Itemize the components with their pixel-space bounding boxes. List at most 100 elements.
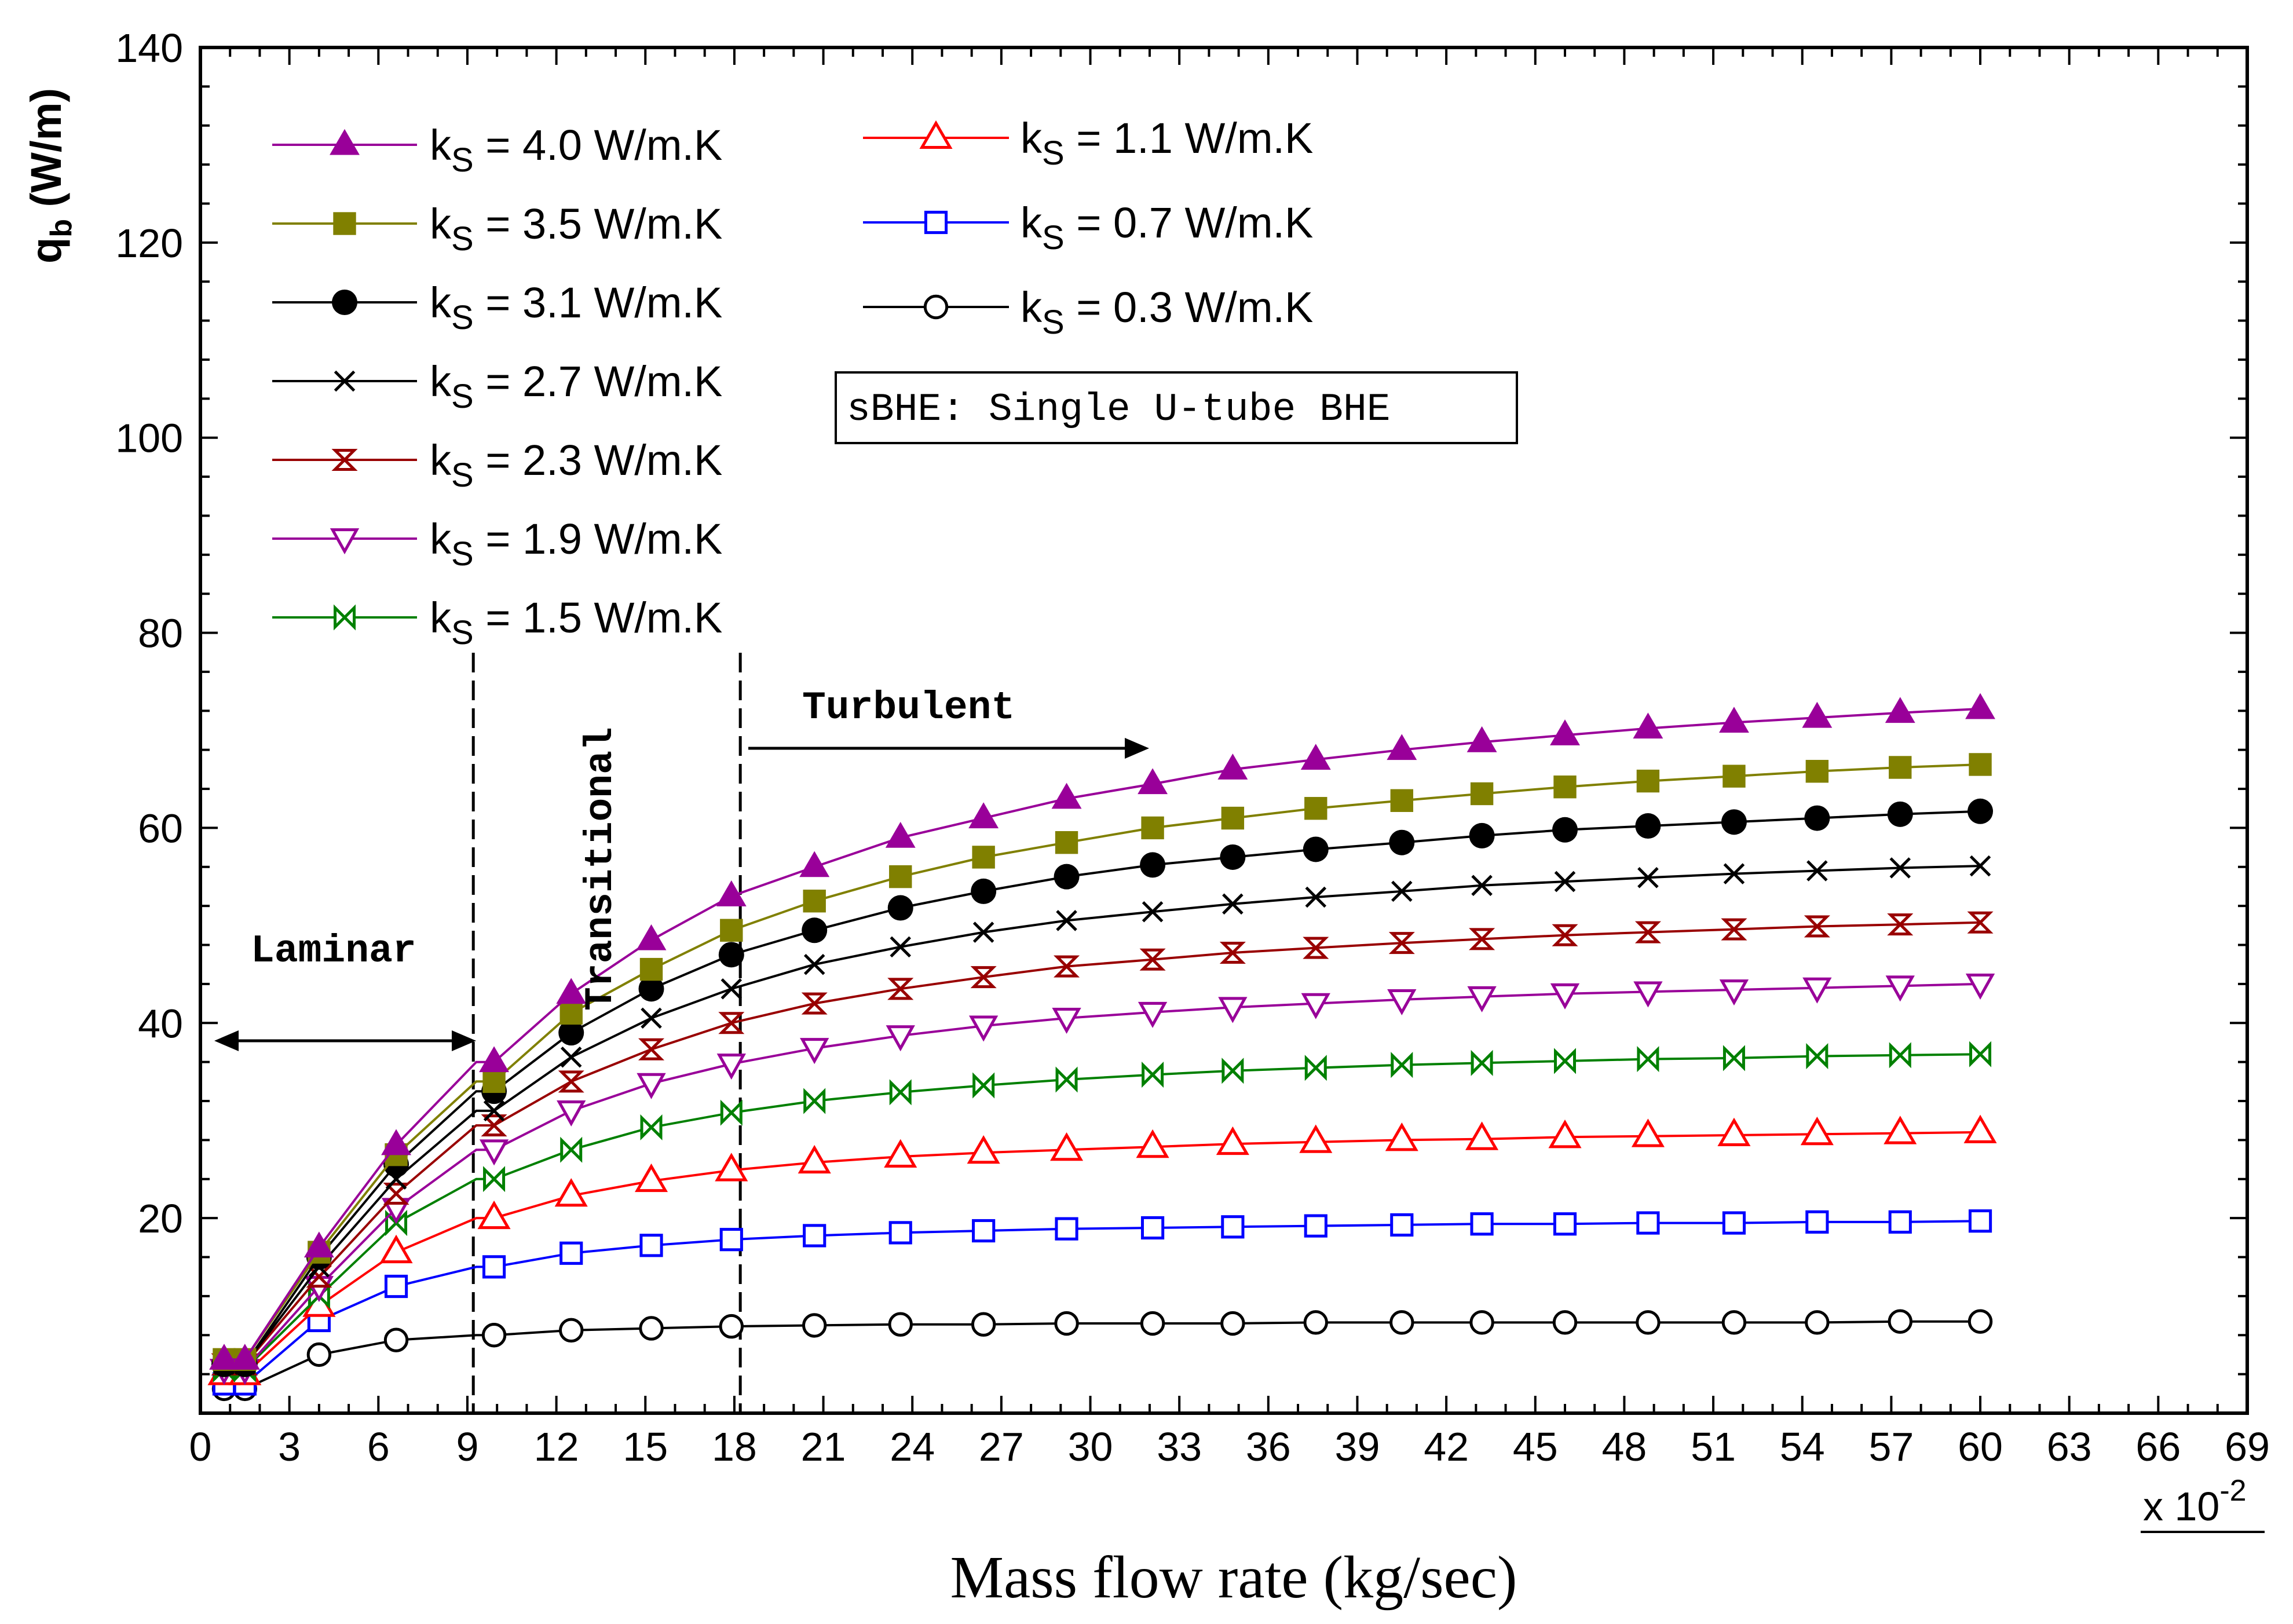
legend-label: kS = 3.1 W/m.K: [430, 279, 722, 336]
annotation-box-text: sBHE: Single U-tube BHE: [847, 387, 1391, 432]
data-point: [923, 294, 949, 320]
legend-entry: kS = 1.9 W/m.K: [272, 515, 722, 573]
series: [211, 911, 1994, 1376]
data-point: [1963, 1114, 1997, 1143]
data-point: [1055, 831, 1078, 854]
x-tick-label: 3: [278, 1424, 301, 1469]
data-point: [1723, 765, 1746, 788]
data-point: [1467, 986, 1497, 1012]
data-point: [1888, 1309, 1912, 1334]
data-point: [1139, 948, 1166, 971]
legend-label: kS = 4.0 W/m.K: [430, 121, 722, 179]
x-tick-label: 69: [2225, 1424, 2270, 1469]
data-point: [1054, 1311, 1079, 1336]
series: [213, 1041, 1992, 1382]
data-point: [1471, 875, 1493, 897]
legend-label: kS = 1.5 W/m.K: [430, 594, 722, 652]
data-point: [971, 1312, 996, 1337]
data-point: [1304, 1055, 1327, 1081]
data-point: [800, 1038, 829, 1065]
data-point: [1965, 974, 1995, 1000]
y-axis-label-main: q: [22, 237, 70, 264]
data-point: [1552, 1310, 1578, 1335]
data-point: [889, 1079, 912, 1106]
data-point: [554, 1178, 588, 1207]
x-tick-label: 9: [456, 1424, 478, 1469]
data-point: [720, 919, 743, 942]
data-point: [1637, 867, 1659, 888]
legend-label: kS = 1.1 W/m.K: [1021, 114, 1313, 172]
series-line: [224, 921, 1981, 1366]
data-point: [801, 992, 828, 1015]
data-point: [798, 1144, 831, 1174]
data-point: [803, 890, 826, 913]
data-point: [1304, 797, 1327, 820]
data-point: [718, 1012, 745, 1034]
data-point: [1051, 782, 1082, 809]
y-tick-label: 120: [115, 221, 183, 266]
series-line: [224, 1131, 1981, 1376]
data-point: [639, 957, 663, 981]
data-point: [638, 976, 664, 1002]
data-point: [1303, 937, 1329, 959]
legend: kS = 4.0 W/m.K kS = 3.5 W/m.K kS = 3.1 W/m…: [272, 114, 1313, 652]
data-point: [1052, 1007, 1081, 1034]
data-point: [557, 1100, 586, 1126]
data-point: [1967, 911, 1994, 934]
data-point: [558, 1070, 584, 1093]
x-tick-label: 39: [1335, 1424, 1380, 1469]
annotation-turbulent: Turbulent: [802, 686, 1015, 730]
data-point: [1965, 693, 1995, 719]
legend-label: kS = 1.9 W/m.K: [430, 515, 722, 573]
legend-label: kS = 3.5 W/m.K: [430, 200, 722, 258]
data-point: [560, 1046, 582, 1068]
series: [207, 1114, 1997, 1385]
data-point: [716, 880, 747, 906]
data-point: [1141, 816, 1164, 840]
data-point: [1805, 1310, 1830, 1335]
data-point: [799, 851, 830, 877]
data-point: [1469, 822, 1495, 848]
data-point: [1390, 789, 1414, 812]
plot-axes: 0 3 6 9 12 15 18 21 24 27 30 33 36 39 42 45 48 51 54 57 60 63…: [115, 25, 2270, 1469]
series-line: [224, 1220, 1981, 1385]
data-point: [1723, 1045, 1745, 1071]
data-point: [1050, 1132, 1084, 1161]
data-point: [1553, 1212, 1577, 1236]
data-point: [971, 878, 997, 904]
data-point: [1554, 870, 1576, 893]
data-point: [1969, 1041, 1992, 1067]
data-point: [1553, 775, 1577, 799]
data-point: [477, 1200, 511, 1230]
data-point: [972, 846, 995, 869]
data-point: [1636, 1211, 1660, 1235]
data-point: [333, 212, 356, 235]
data-point: [1221, 1215, 1245, 1239]
data-point: [1635, 813, 1661, 839]
data-point: [1469, 1310, 1494, 1335]
data-point: [1138, 1001, 1168, 1028]
x-tick-label: 57: [1868, 1424, 1914, 1469]
data-point: [1140, 1216, 1165, 1240]
data-point: [802, 917, 828, 943]
data-point: [482, 1070, 506, 1093]
data-point: [481, 1323, 507, 1348]
data-point: [1217, 754, 1248, 780]
data-point: [1636, 769, 1660, 793]
data-point: [1636, 1310, 1661, 1335]
data-point: [479, 1046, 509, 1073]
data-point: [1391, 1052, 1413, 1078]
data-point: [330, 528, 360, 555]
series-line: [224, 1320, 1980, 1390]
data-point: [1631, 1118, 1665, 1147]
data-point: [559, 1318, 584, 1343]
data-point: [1550, 719, 1580, 745]
data-point: [887, 895, 913, 921]
data-point: [1054, 955, 1080, 978]
series-line: [224, 763, 1981, 1361]
data-point: [1300, 744, 1331, 770]
data-point: [637, 1073, 666, 1099]
data-point: [1717, 1117, 1751, 1146]
x-tick-label: 21: [801, 1424, 846, 1469]
data-point: [640, 1114, 663, 1141]
